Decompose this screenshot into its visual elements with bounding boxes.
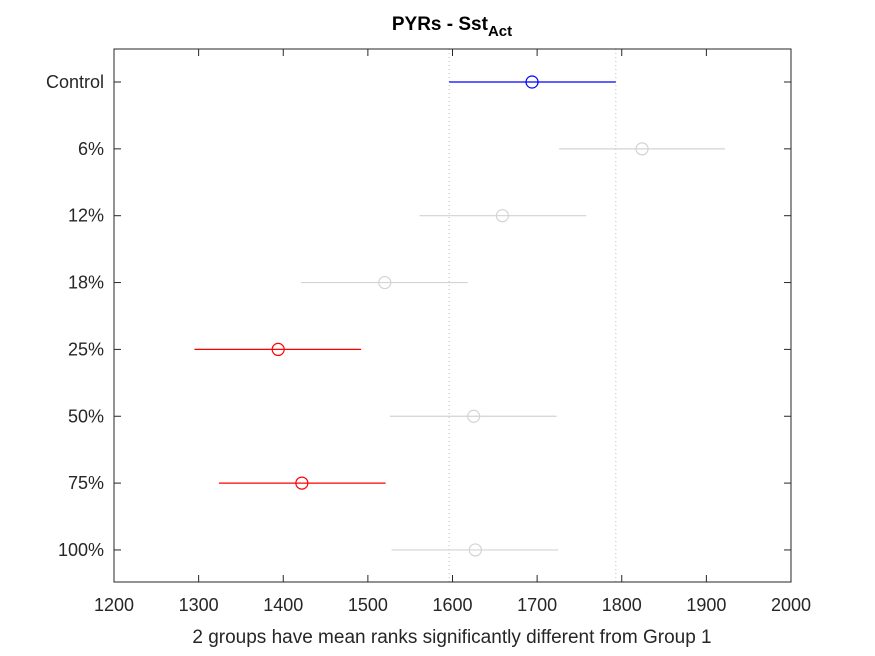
reference-lines xyxy=(448,49,617,582)
y-tick-label: 50% xyxy=(68,406,104,426)
y-axis-ticks: Control 6% 12% 18% 25% 50% 75% 100% xyxy=(46,72,791,560)
x-tick-label: 1400 xyxy=(263,595,303,615)
mean-marker-18pct xyxy=(378,275,392,290)
x-tick-label: 1900 xyxy=(686,595,726,615)
x-tick-label: 1600 xyxy=(432,595,472,615)
x-tick-label: 1300 xyxy=(179,595,219,615)
chart-title: PYRs - SstAct xyxy=(392,14,512,40)
y-tick-label: 25% xyxy=(68,339,104,359)
mean-marker-25pct xyxy=(271,342,285,356)
y-tick-label: 6% xyxy=(78,139,104,159)
y-tick-label: 18% xyxy=(68,273,104,293)
mean-marker-6pct xyxy=(635,142,649,156)
x-tick-label: 1500 xyxy=(348,595,388,615)
chart-title-main: PYRs - Sst xyxy=(392,14,489,35)
axes-background xyxy=(114,49,791,582)
y-tick-label: 12% xyxy=(68,206,104,226)
chart-title-subscript: Act xyxy=(488,23,512,40)
y-tick-label: Control xyxy=(46,72,104,92)
y-tick-label: 75% xyxy=(68,473,104,493)
mean-marker-12pct xyxy=(495,209,510,223)
mean-marker-50pct xyxy=(467,409,481,423)
y-tick-label: 100% xyxy=(58,540,104,560)
x-tick-label: 1700 xyxy=(517,595,557,615)
group-intervals xyxy=(194,75,725,557)
x-tick-label: 1200 xyxy=(94,595,134,615)
x-tick-label: 1800 xyxy=(602,595,642,615)
mean-marker-control xyxy=(525,75,539,89)
x-axis-ticks: 1200 1300 1400 1500 1600 1700 1800 1900 2000 xyxy=(94,49,811,615)
x-tick-label: 2000 xyxy=(771,595,811,615)
x-axis-label: 2 groups have mean ranks significantly d… xyxy=(192,627,711,648)
mean-marker-100pct xyxy=(468,543,482,557)
mean-marker-75pct xyxy=(295,476,309,490)
